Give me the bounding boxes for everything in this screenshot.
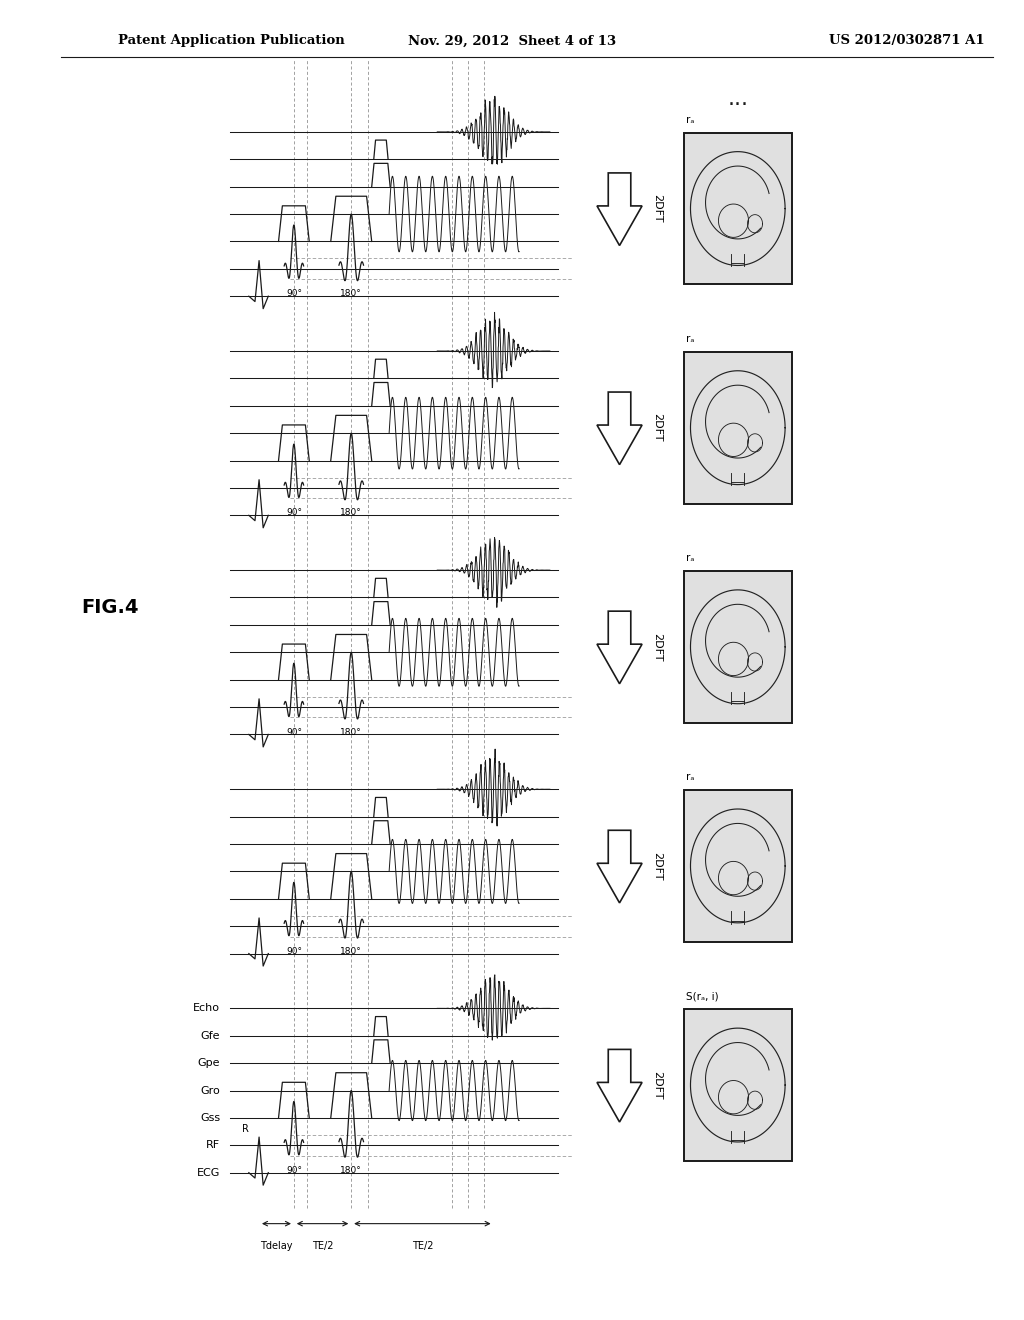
Text: rₐ: rₐ (686, 553, 694, 562)
Text: 90°: 90° (286, 946, 302, 956)
Bar (684, 133, 792, 285)
Text: 2DFT: 2DFT (652, 632, 663, 661)
Bar (684, 1008, 792, 1162)
Text: 180°: 180° (340, 1166, 362, 1175)
Text: 180°: 180° (340, 946, 362, 956)
Text: 180°: 180° (340, 508, 362, 517)
Text: RF: RF (206, 1140, 220, 1150)
Text: Echo: Echo (194, 1003, 220, 1014)
Text: rₐ: rₐ (686, 334, 694, 343)
Polygon shape (597, 1049, 642, 1122)
Text: 90°: 90° (286, 289, 302, 298)
Polygon shape (597, 611, 642, 684)
Text: Nov. 29, 2012  Sheet 4 of 13: Nov. 29, 2012 Sheet 4 of 13 (408, 34, 616, 48)
Text: Gro: Gro (201, 1085, 220, 1096)
Text: FIG.4: FIG.4 (81, 598, 138, 616)
Text: 2DFT: 2DFT (652, 413, 663, 442)
Polygon shape (597, 173, 642, 246)
Text: Gpe: Gpe (198, 1059, 220, 1068)
Text: 2DFT: 2DFT (652, 194, 663, 223)
Text: TE/2: TE/2 (312, 1241, 333, 1251)
Bar (684, 351, 792, 503)
Text: R: R (243, 1125, 249, 1134)
Text: S(rₐ, i): S(rₐ, i) (686, 991, 719, 1001)
Text: 90°: 90° (286, 1166, 302, 1175)
Text: 2DFT: 2DFT (652, 851, 663, 880)
Text: 180°: 180° (340, 289, 362, 298)
Text: ...: ... (727, 88, 749, 110)
Polygon shape (597, 392, 642, 465)
Polygon shape (597, 830, 642, 903)
Bar (684, 570, 792, 722)
Text: Gfe: Gfe (201, 1031, 220, 1040)
Text: Gss: Gss (200, 1113, 220, 1123)
Text: US 2012/0302871 A1: US 2012/0302871 A1 (829, 34, 985, 48)
Text: ECG: ECG (197, 1168, 220, 1177)
Text: 180°: 180° (340, 727, 362, 737)
Text: 2DFT: 2DFT (652, 1071, 663, 1100)
Text: Tdelay: Tdelay (260, 1241, 293, 1251)
Bar (684, 789, 792, 942)
Text: 90°: 90° (286, 727, 302, 737)
Text: TE/2: TE/2 (412, 1241, 433, 1251)
Text: Patent Application Publication: Patent Application Publication (118, 34, 344, 48)
Text: 90°: 90° (286, 508, 302, 517)
Text: rₐ: rₐ (686, 772, 694, 781)
Text: rₐ: rₐ (686, 115, 694, 125)
